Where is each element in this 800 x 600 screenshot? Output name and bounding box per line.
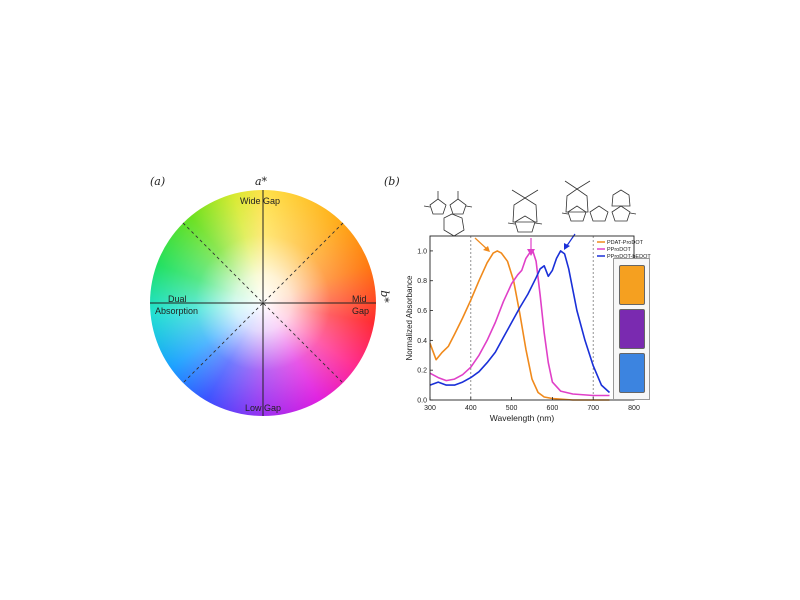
series-line-pprodot-bedot [429, 250, 611, 394]
x-tick-label: 500 [506, 405, 518, 412]
wheel-diagonal-1 [182, 222, 344, 384]
x-tick-label: 600 [547, 405, 559, 412]
x-tick-label: 700 [587, 405, 599, 412]
a-star-label: a* [255, 175, 268, 188]
legend-label: PDAT-ProDOT [607, 240, 644, 246]
panel-b-label: (b) [384, 175, 400, 188]
wide-gap-label: Wide Gap [240, 196, 281, 206]
dual-label: Dual [168, 294, 187, 304]
low-gap-label: Low Gap [245, 403, 282, 413]
wheel-diagonal-2 [182, 222, 344, 384]
y-tick-label: 0.4 [417, 338, 427, 345]
legend-label: PProDOT-bEDOT [607, 254, 651, 260]
film-photos [613, 258, 650, 400]
mid-label: Mid [352, 294, 367, 304]
x-axis-label: Wavelength (nm) [490, 413, 555, 423]
film-blue [619, 353, 645, 393]
gap-label: Gap [352, 306, 370, 316]
y-tick-label: 1.0 [417, 248, 427, 255]
legend-label: PProDOT [607, 247, 631, 253]
y-tick-label: 0.0 [417, 398, 427, 405]
structure-pprodot-bedot [561, 180, 637, 222]
y-tick-label: 0.6 [417, 308, 427, 315]
film-purple [619, 309, 645, 349]
panel-a-label: (a) [150, 175, 166, 188]
absorption-label: Absorption [155, 306, 199, 316]
x-tick-label: 300 [424, 405, 436, 412]
series-line-pdat-prodot [429, 250, 610, 401]
y-axis-label: Normalized Absorbance [405, 275, 414, 360]
y-tick-label: 0.8 [417, 278, 427, 285]
structure-pprodot [507, 189, 543, 233]
y-tick-label: 0.2 [417, 368, 427, 375]
series-line-pprodot [429, 250, 610, 397]
x-tick-label: 400 [465, 405, 477, 412]
film-orange [619, 265, 645, 305]
x-tick-label: 800 [628, 405, 640, 412]
